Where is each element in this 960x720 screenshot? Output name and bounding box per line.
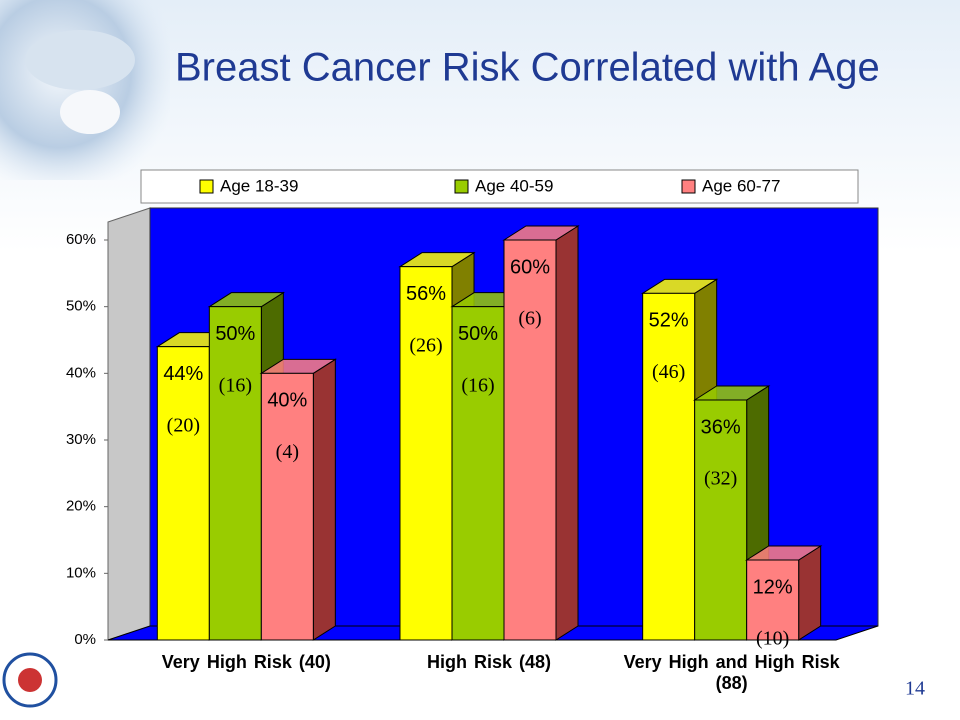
bar-side xyxy=(798,545,822,641)
bar xyxy=(503,239,557,641)
value-label: 44% xyxy=(163,363,203,385)
bar xyxy=(746,559,800,641)
count-label: (32) xyxy=(704,468,737,490)
count-label: (4) xyxy=(276,441,299,463)
legend-swatch xyxy=(199,179,214,194)
y-tick-label: 10% xyxy=(66,564,96,581)
value-label: 56% xyxy=(406,283,446,305)
count-label: (26) xyxy=(409,334,442,356)
y-tick-label: 0% xyxy=(74,631,96,648)
bar-side xyxy=(312,358,336,641)
legend-swatch xyxy=(454,179,469,194)
value-label: 36% xyxy=(701,416,741,438)
legend-label: Age 18-39 xyxy=(220,176,298,195)
mask-decoration xyxy=(60,90,120,134)
bar xyxy=(451,306,505,641)
y-tick-label: 20% xyxy=(66,498,96,515)
count-label: (10) xyxy=(756,628,789,650)
bar xyxy=(694,399,748,641)
bar xyxy=(399,266,453,641)
cap-decoration xyxy=(25,30,135,90)
logo-center xyxy=(18,668,42,692)
count-label: (16) xyxy=(461,374,494,396)
value-label: 12% xyxy=(753,576,793,598)
bar xyxy=(208,306,262,641)
y-tick-label: 30% xyxy=(66,431,96,448)
count-label: (6) xyxy=(518,308,541,330)
bar xyxy=(156,346,210,641)
category-label: High Risk (48) xyxy=(426,652,552,672)
value-label: 60% xyxy=(510,256,550,278)
legend-swatch xyxy=(681,179,696,194)
count-label: (16) xyxy=(219,374,252,396)
legend-label: Age 60-77 xyxy=(702,176,780,195)
bar xyxy=(642,292,696,641)
bar xyxy=(260,372,314,641)
side-wall xyxy=(107,207,151,641)
value-label: 40% xyxy=(267,390,307,412)
category-label: Very High Risk (40) xyxy=(161,652,331,672)
y-tick-label: 40% xyxy=(66,364,96,381)
value-label: 50% xyxy=(458,323,498,345)
slide-number: 14 xyxy=(905,678,925,700)
value-label: 50% xyxy=(215,323,255,345)
legend-label: Age 40-59 xyxy=(475,176,553,195)
count-label: (20) xyxy=(167,414,200,436)
y-tick-label: 50% xyxy=(66,298,96,315)
category-label: Very High and High Risk (88) xyxy=(623,652,840,693)
photo-decoration xyxy=(0,0,170,180)
legend-box xyxy=(140,169,859,204)
count-label: (46) xyxy=(652,361,685,383)
bar-side xyxy=(555,225,579,641)
value-label: 52% xyxy=(649,310,689,332)
title: Breast Cancer Risk Correlated with Age xyxy=(175,46,880,90)
y-tick-label: 60% xyxy=(66,231,96,248)
